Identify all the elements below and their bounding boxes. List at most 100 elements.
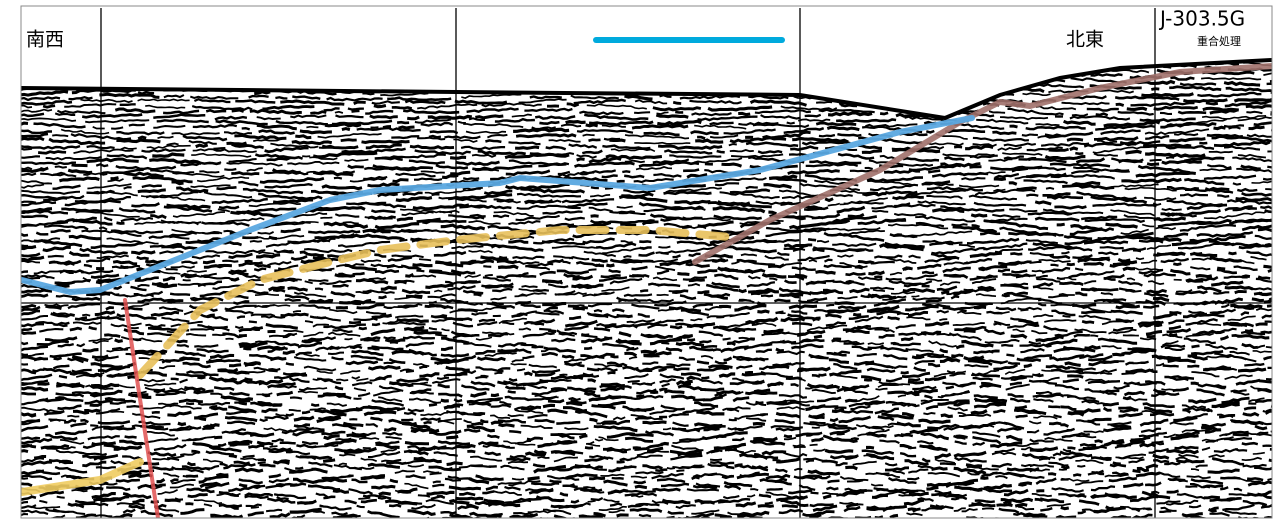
reflector (982, 508, 994, 509)
reflector (432, 485, 444, 486)
reflector (1206, 103, 1218, 104)
reflector (323, 497, 335, 498)
reflector (1095, 441, 1103, 442)
reflector (1091, 74, 1123, 75)
reflector (585, 448, 593, 449)
reflector (818, 374, 826, 375)
reflector (797, 369, 809, 370)
reflector (264, 172, 308, 174)
reflector (498, 266, 518, 268)
reflector (483, 266, 491, 267)
reflector (90, 404, 102, 406)
reflector (971, 215, 987, 216)
reflector (1230, 305, 1262, 307)
reflector (687, 489, 719, 490)
reflector (129, 125, 145, 126)
reflector (419, 259, 431, 260)
reflector (1246, 106, 1274, 108)
reflector (1020, 345, 1052, 347)
reflector (1178, 112, 1206, 113)
reflector (480, 420, 488, 422)
reflector (497, 261, 517, 263)
reflector (814, 336, 822, 337)
reflector (1100, 373, 1112, 374)
reflector (197, 377, 205, 378)
reflector (922, 183, 954, 185)
reflector (880, 113, 888, 114)
reflector (229, 365, 241, 366)
reflector (573, 309, 585, 310)
reflector (524, 373, 532, 375)
reflector (1185, 486, 1197, 487)
reflector (588, 380, 596, 382)
reflector (406, 371, 414, 372)
reflector (623, 256, 631, 257)
reflector (863, 193, 887, 195)
reflector (359, 328, 367, 329)
reflector (535, 116, 575, 118)
reflector (901, 338, 913, 340)
reflector (90, 425, 98, 426)
reflector (252, 329, 260, 330)
reflector (1060, 425, 1068, 427)
reflector (399, 127, 415, 128)
reflector (52, 135, 68, 136)
reflector (37, 384, 49, 385)
reflector (765, 503, 773, 504)
reflector (183, 280, 191, 281)
reflector (390, 480, 398, 482)
reflector (1252, 299, 1264, 301)
reflector (595, 467, 603, 469)
reflector (907, 478, 919, 479)
reflector (620, 224, 636, 225)
reflector (633, 448, 641, 449)
reflector (1008, 233, 1056, 235)
reflector (1166, 157, 1174, 158)
reflector (348, 109, 364, 110)
reflector (697, 292, 709, 293)
reflector (901, 372, 909, 373)
reflector (1189, 356, 1197, 357)
reflector (1082, 321, 1094, 322)
reflector (341, 140, 357, 141)
reflector (550, 481, 562, 482)
reflector (810, 445, 818, 446)
reflector (354, 102, 366, 104)
reflector (531, 483, 559, 485)
reflector (441, 400, 449, 401)
reflector (206, 110, 226, 112)
reflector (558, 434, 586, 435)
direction-label: 北東 (1066, 29, 1104, 51)
reflector (239, 485, 247, 487)
reflector (1173, 264, 1181, 265)
reflector (521, 345, 537, 347)
reflector (925, 379, 937, 380)
reflector (997, 505, 1013, 506)
reflector (676, 470, 684, 471)
reflector (937, 311, 949, 313)
reflector (735, 465, 743, 466)
reflector (72, 298, 100, 300)
reflector (384, 337, 396, 338)
reflector (386, 462, 406, 463)
reflector (908, 405, 920, 407)
reflector (1147, 291, 1167, 293)
reflector (757, 311, 769, 312)
reflector (1075, 293, 1087, 295)
reflector (508, 241, 528, 243)
reflector (281, 314, 309, 316)
reflector (401, 230, 417, 231)
reflector (213, 148, 225, 149)
reflector (120, 266, 128, 267)
reflector (416, 271, 424, 272)
reflector (636, 504, 660, 505)
reflector (266, 510, 282, 511)
reflector (515, 147, 539, 148)
reflector (855, 267, 863, 268)
reflector (105, 398, 125, 400)
reflector (941, 415, 953, 417)
reflector (1063, 316, 1071, 317)
reflector (334, 450, 362, 452)
reflector (1077, 466, 1085, 467)
reflector (348, 166, 364, 168)
